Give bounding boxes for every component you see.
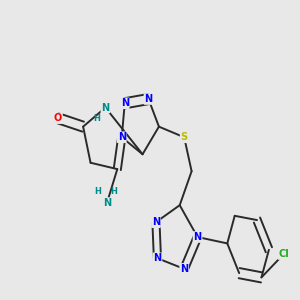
Text: Cl: Cl <box>278 249 289 259</box>
Text: N: N <box>153 253 161 263</box>
Text: S: S <box>181 132 188 142</box>
Text: N: N <box>180 264 188 274</box>
Text: H: H <box>94 114 100 123</box>
Text: N: N <box>121 98 129 108</box>
Text: N: N <box>194 232 202 242</box>
Text: N: N <box>152 217 160 227</box>
Text: N: N <box>101 103 110 112</box>
Text: O: O <box>54 113 62 123</box>
Text: H: H <box>110 187 117 196</box>
Text: N: N <box>118 132 126 142</box>
Text: H: H <box>94 187 101 196</box>
Text: N: N <box>145 94 153 104</box>
Text: N: N <box>103 198 111 208</box>
